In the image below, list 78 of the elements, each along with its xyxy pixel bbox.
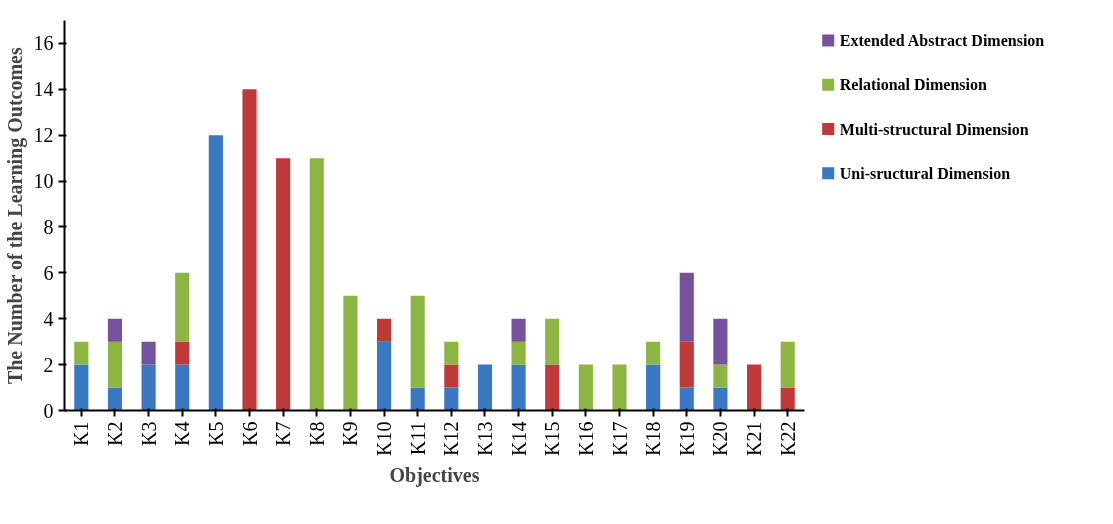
bar <box>208 135 223 411</box>
bar <box>376 341 392 411</box>
bar <box>410 387 425 411</box>
bar <box>410 295 425 388</box>
x-tick-label: K3 <box>137 421 160 446</box>
bar <box>545 318 560 365</box>
x-tick-label: K12 <box>440 421 463 456</box>
bar <box>511 341 526 365</box>
bar <box>713 364 728 388</box>
x-tick-label: K11 <box>406 421 429 456</box>
bar <box>175 364 190 411</box>
bar <box>511 364 526 411</box>
bar <box>679 387 694 411</box>
bar <box>444 364 459 388</box>
bar <box>107 318 123 342</box>
bar <box>713 387 728 411</box>
bar <box>276 158 291 411</box>
bar <box>679 341 694 388</box>
y-tick-label: 6 <box>43 261 54 284</box>
x-tick-label: K20 <box>709 421 732 456</box>
x-axis-title: Objectives <box>389 463 480 487</box>
bar <box>141 364 156 411</box>
bar <box>309 158 324 411</box>
x-tick-label: K1 <box>70 421 93 446</box>
bar <box>107 387 123 411</box>
x-tick-label: K8 <box>305 421 328 446</box>
legend-label: Multi-structural Dimension <box>839 120 1029 138</box>
y-tick-label: 12 <box>33 124 54 147</box>
bar <box>746 364 762 411</box>
bar <box>646 364 661 411</box>
x-tick-label: K14 <box>507 421 530 456</box>
bar <box>545 364 560 411</box>
y-tick-label: 2 <box>43 353 54 376</box>
x-tick-label: K6 <box>238 421 261 446</box>
bar <box>242 89 257 411</box>
bar <box>578 364 593 411</box>
x-tick-label: K2 <box>103 421 126 446</box>
y-tick-label: 14 <box>33 78 54 101</box>
y-tick-label: 10 <box>33 170 54 193</box>
bar <box>376 318 392 342</box>
bar <box>646 341 661 365</box>
x-tick-label: K7 <box>272 421 295 446</box>
x-tick-label: K5 <box>204 421 227 446</box>
bar <box>343 295 358 411</box>
y-tick-label: 8 <box>43 215 54 238</box>
bar <box>679 272 694 342</box>
bar <box>477 364 493 411</box>
bar <box>74 341 89 365</box>
x-tick-label: K9 <box>339 421 362 446</box>
y-tick-label: 4 <box>43 307 54 330</box>
x-tick-label: K17 <box>608 421 631 456</box>
x-tick-label: K21 <box>743 421 766 456</box>
x-tick-label: K13 <box>473 421 496 456</box>
y-tick-label: 0 <box>43 399 54 422</box>
x-tick-label: K16 <box>574 421 597 456</box>
bar <box>175 272 190 342</box>
bar <box>141 341 156 365</box>
x-tick-label: K19 <box>675 421 698 456</box>
x-tick-label: K15 <box>541 421 564 456</box>
bar <box>612 364 627 411</box>
bar <box>780 341 795 388</box>
y-tick-label: 16 <box>33 32 54 55</box>
bar <box>107 341 123 388</box>
legend-label: Uni-sructural Dimension <box>839 164 1011 182</box>
bar <box>780 387 795 411</box>
x-tick-label: K18 <box>642 421 665 456</box>
legend-label: Extended Abstract Dimension <box>839 32 1045 50</box>
x-tick-label: K4 <box>171 421 194 446</box>
x-tick-label: K10 <box>373 421 396 456</box>
x-tick-label: K22 <box>776 421 799 456</box>
y-axis-title: The Number of the Learning Outcomes <box>3 47 27 385</box>
bar <box>74 364 89 411</box>
legend-label: Relational Dimension <box>839 76 988 94</box>
bar <box>713 318 728 365</box>
bar <box>444 387 459 411</box>
bar <box>444 341 459 365</box>
bar <box>175 341 190 365</box>
bar <box>511 318 526 342</box>
